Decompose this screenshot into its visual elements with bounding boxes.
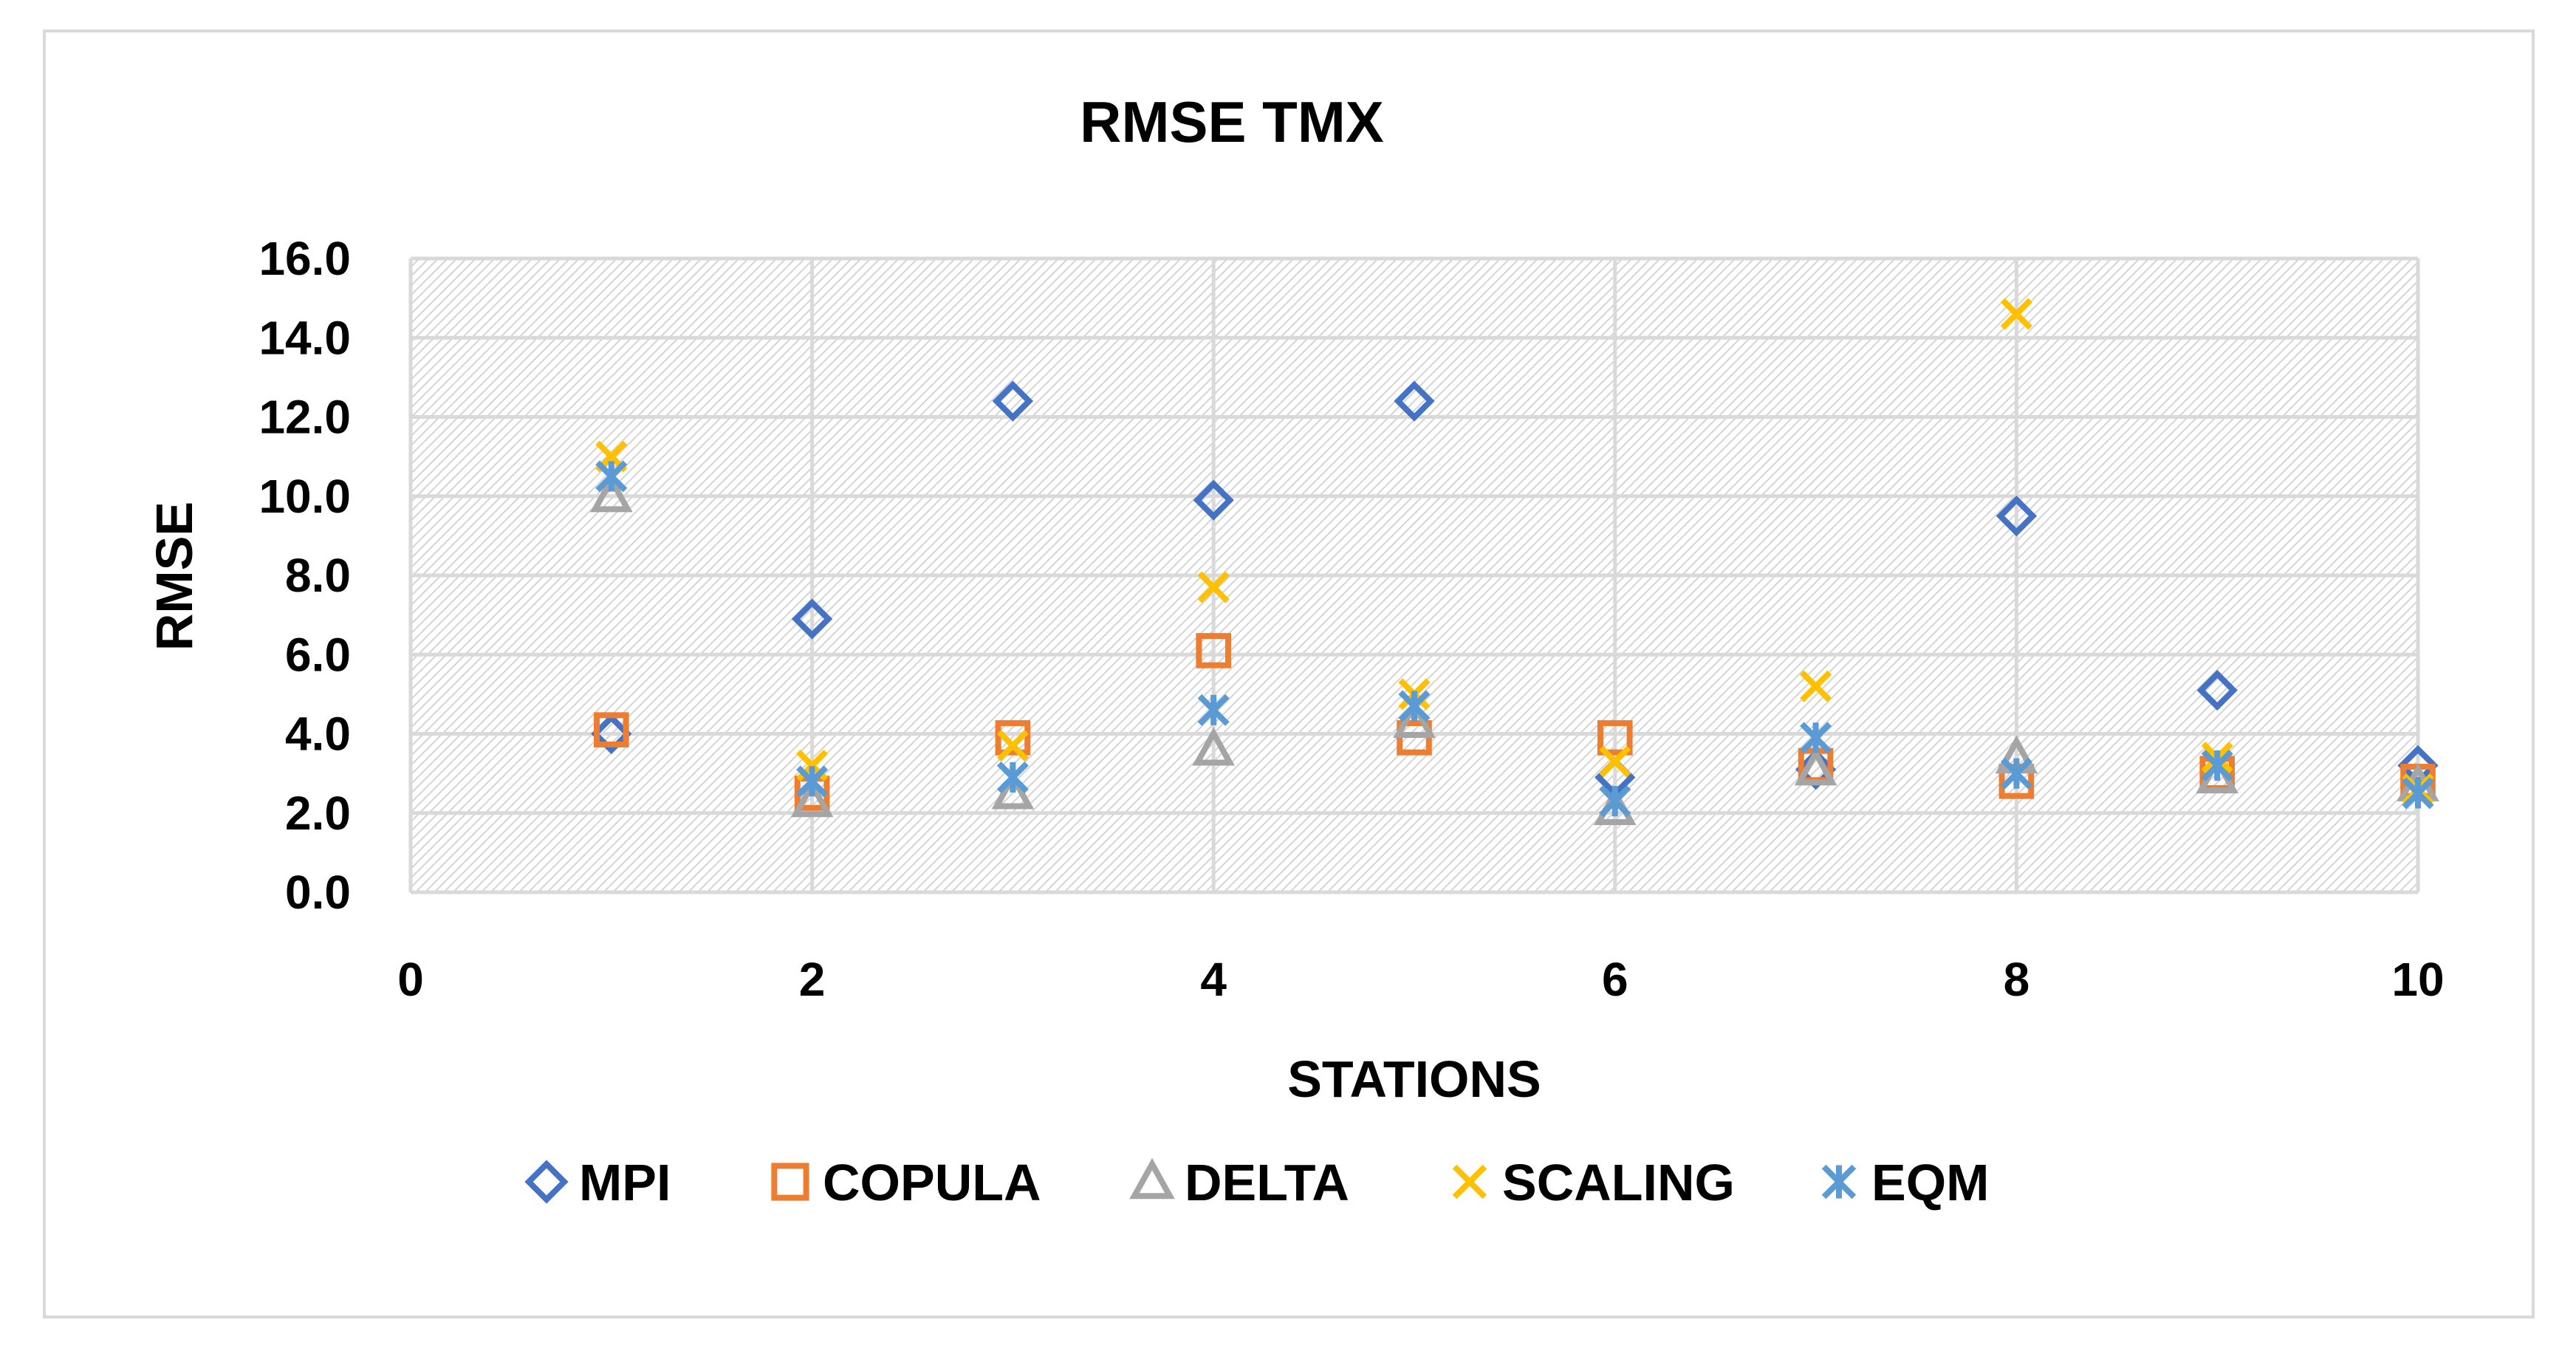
- legend-item-eqm: EQM: [1821, 1154, 1989, 1211]
- legend-label-mpi: MPI: [579, 1154, 671, 1211]
- point-delta: [1192, 727, 1235, 766]
- legend-item-mpi: MPI: [524, 1154, 671, 1211]
- point-delta: [1393, 699, 1436, 739]
- point-eqm: [796, 765, 829, 798]
- point-mpi: [992, 380, 1034, 422]
- point-eqm: [2000, 757, 2032, 790]
- x-tick-label: 2: [799, 953, 826, 1006]
- y-tick-label: 8.0: [285, 549, 351, 602]
- point-copula: [1597, 720, 1633, 756]
- point-scaling: [1599, 745, 1631, 778]
- legend-item-delta: DELTA: [1129, 1154, 1349, 1211]
- series-eqm: [595, 460, 2434, 818]
- point-eqm: [595, 460, 628, 493]
- legend-item-copula: COPULA: [771, 1154, 1041, 1211]
- x-tick-label: 0: [397, 953, 424, 1006]
- legend: MPI COPULA DELTA SCALING EQM: [524, 1154, 1989, 1211]
- y-tick-label: 0.0: [285, 866, 351, 919]
- point-mpi: [2196, 669, 2238, 711]
- chart-title: RMSE TMX: [1080, 89, 1384, 154]
- legend-marker-delta: [1129, 1157, 1175, 1200]
- point-mpi: [1996, 495, 2038, 537]
- legend-label-delta: DELTA: [1185, 1154, 1349, 1211]
- point-eqm: [2201, 749, 2233, 781]
- legend-label-scaling: SCALING: [1502, 1154, 1735, 1211]
- point-copula: [1196, 633, 1232, 668]
- y-tick-label: 16.0: [258, 232, 351, 285]
- point-scaling: [1800, 670, 1832, 702]
- point-mpi: [591, 713, 632, 755]
- point-eqm: [996, 761, 1029, 794]
- y-tick-label: 14.0: [258, 311, 351, 364]
- point-scaling: [1197, 571, 1230, 603]
- point-mpi: [1795, 749, 1837, 790]
- point-delta: [790, 779, 834, 818]
- data-points: [590, 298, 2439, 825]
- legend-marker-scaling: [1452, 1164, 1487, 1200]
- x-axis-label: STATIONS: [1287, 1050, 1541, 1108]
- legend-marker-copula: [771, 1163, 809, 1201]
- point-delta: [590, 473, 633, 513]
- x-tick-label: 4: [1200, 953, 1227, 1006]
- y-tick-label: 6.0: [285, 628, 351, 681]
- point-eqm: [1800, 722, 1832, 754]
- y-axis-ticks: 0.0 2.0 4.0 6.0 8.0 10.0 12.0 14.0 16.0: [258, 232, 351, 919]
- legend-label-eqm: EQM: [1871, 1154, 1989, 1211]
- y-axis-label: RMSE: [145, 502, 203, 651]
- y-tick-label: 10.0: [258, 470, 351, 523]
- legend-item-scaling: SCALING: [1452, 1154, 1735, 1211]
- point-scaling: [996, 730, 1029, 762]
- point-copula: [995, 720, 1031, 756]
- point-mpi: [791, 598, 833, 640]
- point-copula: [594, 712, 629, 747]
- point-eqm: [2402, 777, 2434, 810]
- point-eqm: [1398, 690, 1431, 722]
- point-mpi: [1394, 380, 1435, 422]
- x-tick-label: 6: [1602, 953, 1628, 1006]
- point-mpi: [1193, 479, 1234, 521]
- point-delta: [1794, 747, 1837, 786]
- legend-marker-eqm: [1821, 1164, 1857, 1200]
- x-tick-label: 8: [2004, 953, 2030, 1006]
- y-tick-label: 2.0: [285, 787, 351, 840]
- series-mpi: [591, 380, 2439, 798]
- point-eqm: [1197, 694, 1230, 726]
- point-delta: [991, 770, 1035, 810]
- legend-marker-mpi: [524, 1160, 569, 1204]
- y-tick-label: 4.0: [285, 708, 351, 761]
- legend-label-copula: COPULA: [823, 1154, 1041, 1211]
- point-eqm: [1599, 785, 1631, 818]
- y-tick-label: 12.0: [258, 391, 351, 444]
- x-axis-ticks: 0 2 4 6 8 10: [397, 953, 2444, 1006]
- x-tick-label: 10: [2391, 953, 2444, 1006]
- point-scaling: [2000, 298, 2032, 330]
